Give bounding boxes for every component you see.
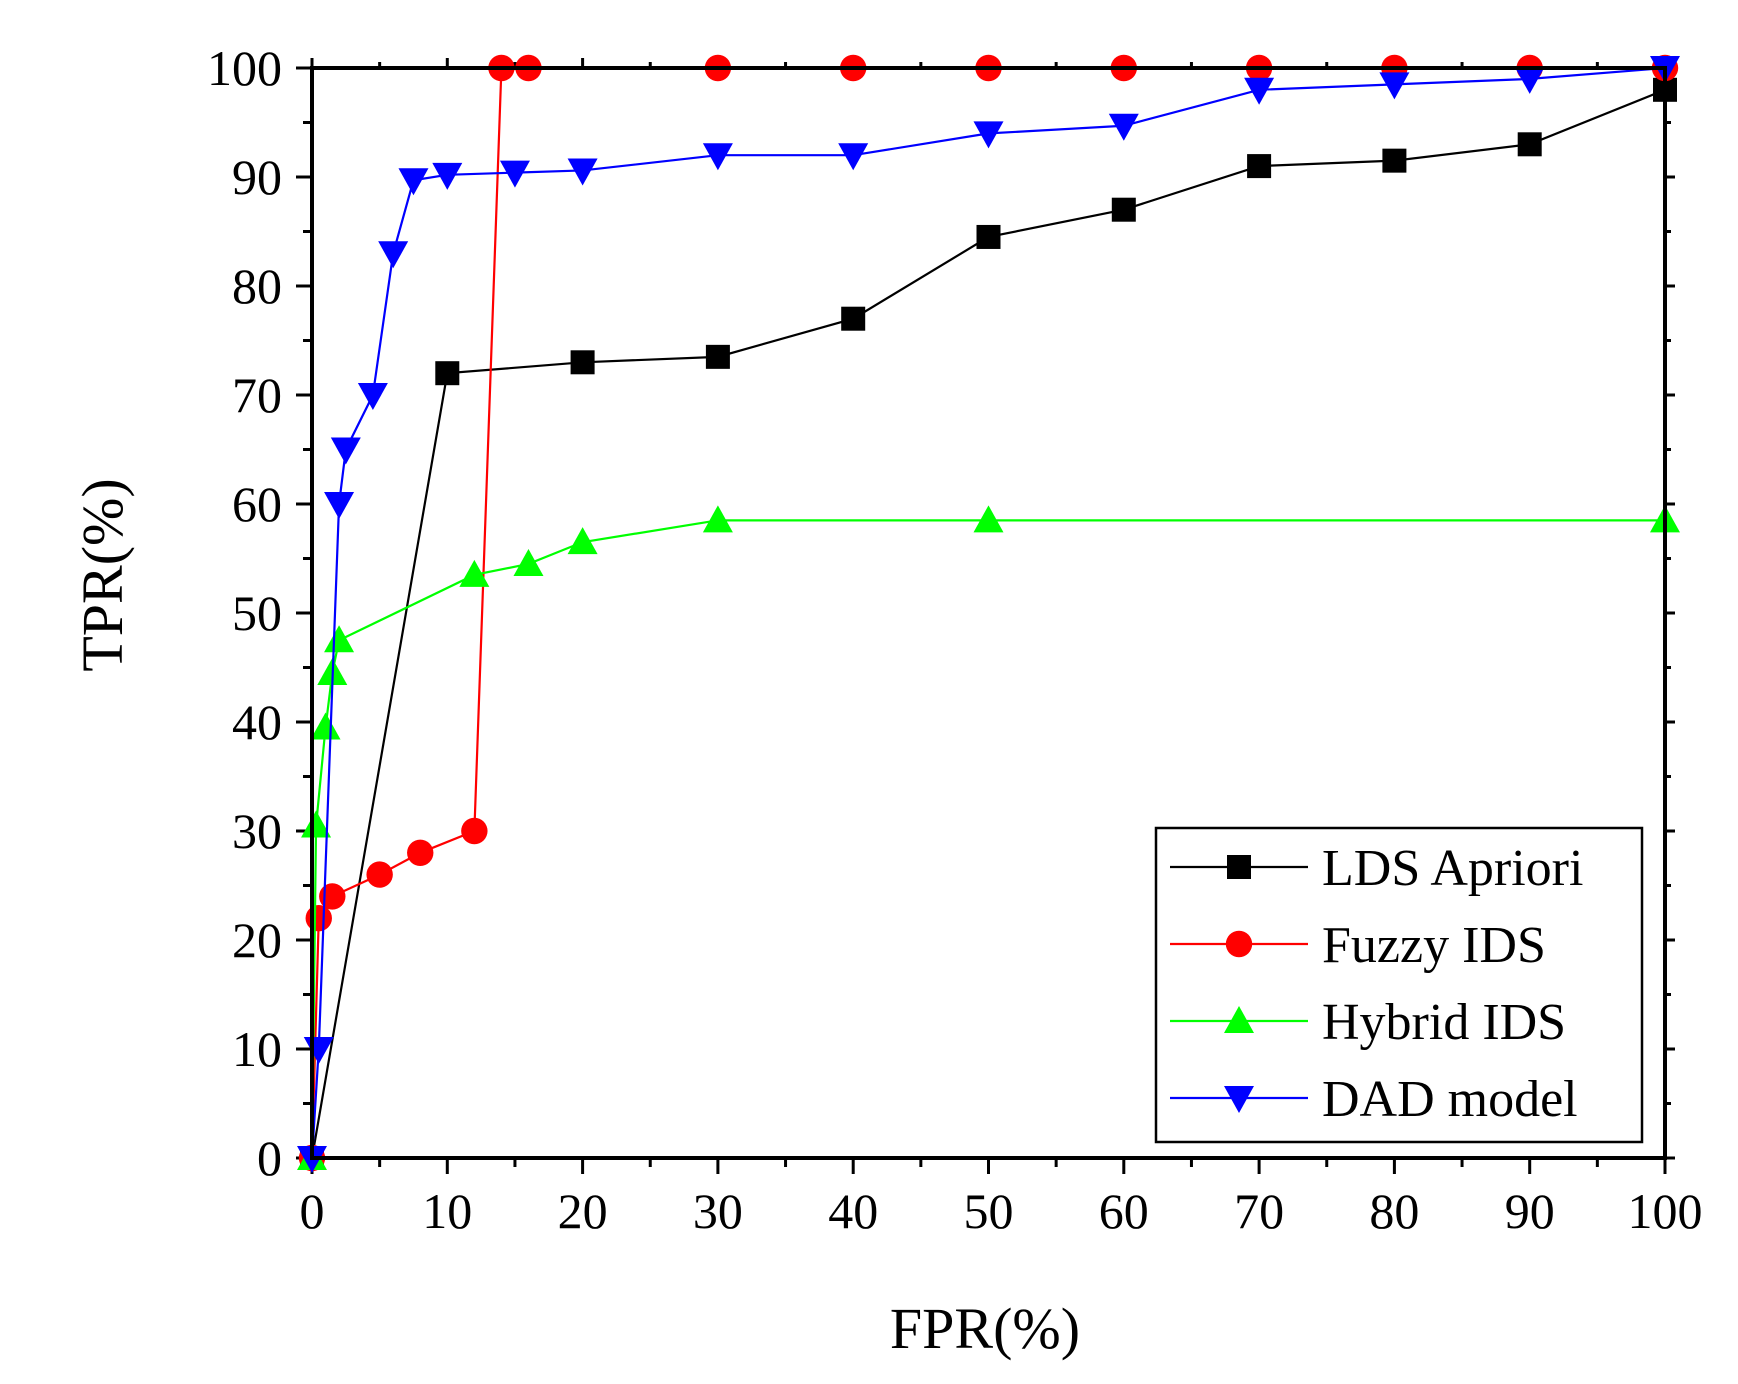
data-point-hybrid-ids (301, 810, 332, 838)
data-point-hybrid-ids (567, 527, 598, 555)
data-point-dad-model (973, 121, 1004, 149)
legend-item-fuzzy-ids: Fuzzy IDS (1170, 917, 1546, 974)
legend-marker-hybrid-ids (1224, 1006, 1254, 1033)
series-dad-model (297, 56, 1680, 1173)
data-point-hybrid-ids (702, 505, 733, 533)
data-point-lds-apriori (1382, 148, 1407, 173)
legend-label: Hybrid IDS (1322, 994, 1566, 1051)
x-tick-label: 20 (558, 1183, 608, 1239)
legend-item-dad-model: DAD model (1170, 1071, 1578, 1128)
y-tick-label: 80 (232, 258, 282, 314)
x-tick-label: 40 (828, 1183, 878, 1239)
legend-marker-dad-model (1224, 1086, 1254, 1113)
legend-item-hybrid-ids: Hybrid IDS (1170, 994, 1566, 1051)
data-point-hybrid-ids (973, 505, 1004, 533)
data-point-dad-model (324, 492, 355, 519)
x-tick-label: 60 (1099, 1183, 1149, 1239)
data-point-lds-apriori (1247, 154, 1272, 179)
legend-label: Fuzzy IDS (1322, 917, 1546, 974)
y-tick-label: 70 (232, 367, 282, 423)
plot-frame (310, 66, 1667, 1160)
y-tick-label: 30 (232, 803, 282, 859)
axes: 0 10 20 30 40 50 60 70 80 90 100 0 10 20 30 40 50 60 70 80 9… (207, 40, 1703, 1239)
data-point-hybrid-ids (459, 559, 490, 587)
data-point-dad-model (1379, 72, 1410, 100)
x-tick-label: 90 (1505, 1183, 1555, 1239)
y-tick-label: 90 (232, 149, 282, 205)
y-tick-label: 60 (232, 476, 282, 532)
y-tick-label: 100 (207, 40, 282, 96)
data-point-dad-model (567, 158, 598, 186)
data-point-dad-model (398, 168, 429, 196)
data-point-dad-model (1244, 77, 1275, 105)
series-lds-apriori (300, 77, 1677, 1170)
y-axis-title: TPR(%) (70, 478, 135, 671)
data-point-lds-apriori (1111, 197, 1136, 222)
legend-label: DAD model (1322, 1071, 1578, 1128)
y-tick-label: 40 (232, 694, 282, 750)
data-point-hybrid-ids (513, 548, 544, 576)
data-point-dad-model (838, 143, 869, 171)
x-tick-label: 70 (1234, 1183, 1284, 1239)
data-point-fuzzy-ids (366, 861, 393, 888)
data-point-dad-model (378, 241, 409, 269)
x-tick-label: 30 (693, 1183, 743, 1239)
data-point-dad-model (432, 162, 463, 190)
plot-border (310, 66, 1667, 1160)
data-point-lds-apriori (976, 224, 1001, 249)
data-point-dad-model (357, 383, 388, 410)
data-point-fuzzy-ids (305, 905, 332, 932)
x-tick-label: 0 (300, 1183, 325, 1239)
x-tick-label: 50 (964, 1183, 1014, 1239)
x-tick-label: 100 (1628, 1183, 1703, 1239)
data-point-fuzzy-ids (461, 817, 488, 845)
legend-marker-fuzzy-ids (1225, 930, 1253, 958)
x-tick-label: 80 (1369, 1183, 1419, 1239)
x-tick-label: 10 (422, 1183, 472, 1239)
data-point-lds-apriori (1517, 132, 1542, 157)
data-point-dad-model (1514, 66, 1545, 94)
legend: LDS Apriori Fuzzy IDS Hybrid IDS DAD model (1154, 826, 1644, 1144)
data-point-lds-apriori (841, 306, 866, 331)
data-point-hybrid-ids (324, 625, 355, 653)
data-point-dad-model (330, 437, 361, 465)
y-tick-label: 20 (232, 912, 282, 968)
y-tick-label: 10 (232, 1021, 282, 1077)
y-tick-label: 0 (257, 1130, 282, 1186)
data-point-lds-apriori (705, 344, 730, 369)
data-point-hybrid-ids (310, 712, 341, 740)
data-point-lds-apriori (435, 361, 460, 386)
legend-item-lds-apriori: LDS Apriori (1170, 840, 1583, 897)
data-point-dad-model (499, 160, 530, 188)
data-point-dad-model (702, 143, 733, 171)
x-axis-title: FPR(%) (890, 1296, 1080, 1361)
legend-label: LDS Apriori (1322, 840, 1583, 897)
legend-marker-lds-apriori (1227, 855, 1251, 879)
data-point-lds-apriori (570, 350, 595, 375)
data-point-fuzzy-ids (407, 839, 434, 866)
data-point-dad-model (1108, 113, 1139, 141)
y-tick-label: 50 (232, 585, 282, 641)
